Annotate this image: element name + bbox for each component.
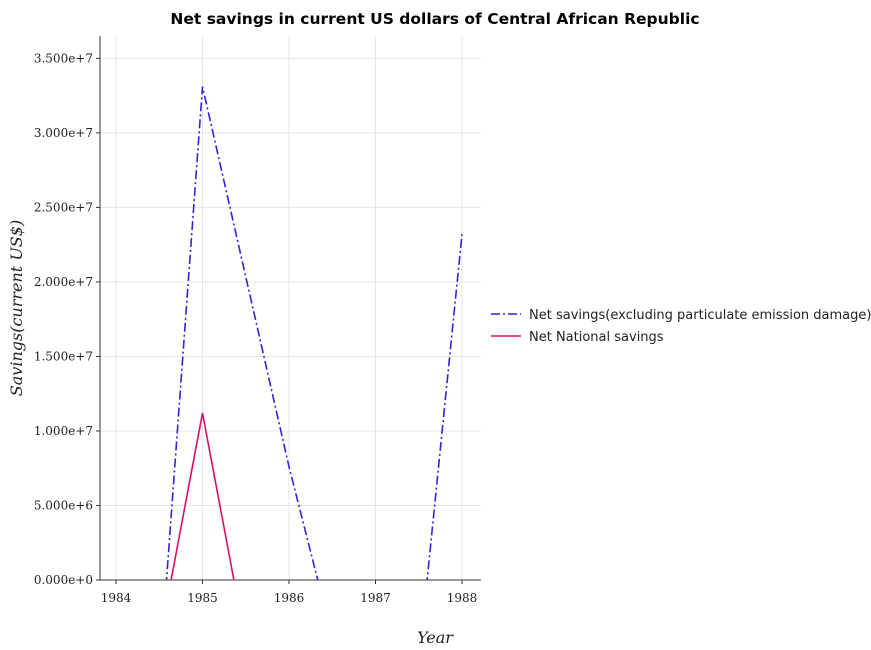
y-tick-label: 2.000e+7 bbox=[34, 275, 93, 289]
y-tick-label: 5.000e+6 bbox=[34, 498, 93, 512]
x-tick-label: 1987 bbox=[360, 591, 391, 605]
x-tick-label: 1988 bbox=[447, 591, 478, 605]
series-line-1 bbox=[170, 412, 235, 580]
y-tick-label: 1.500e+7 bbox=[34, 349, 93, 363]
y-tick-label: 0.000e+0 bbox=[34, 573, 93, 587]
y-tick-label: 3.000e+7 bbox=[34, 126, 93, 140]
x-tick-label: 1985 bbox=[187, 591, 218, 605]
y-tick-label: 1.000e+7 bbox=[34, 424, 93, 438]
y-tick-label: 2.500e+7 bbox=[34, 200, 93, 214]
series-lines bbox=[165, 86, 463, 580]
series-line-0 bbox=[165, 86, 463, 580]
x-tick-label: 1984 bbox=[101, 591, 132, 605]
x-tick-label: 1986 bbox=[274, 591, 305, 605]
y-axis-label: Savings(current US$) bbox=[7, 220, 26, 396]
legend-label: Net National savings bbox=[529, 330, 664, 345]
x-axis-label: Year bbox=[417, 628, 454, 647]
axes: 0.000e+0 5.000e+6 1.000e+7 1.500e+7 2.000e+7… bbox=[34, 36, 481, 605]
grid bbox=[100, 36, 481, 581]
chart-title: Net savings in current US dollars of Cen… bbox=[170, 10, 699, 28]
y-tick-label: 3.500e+7 bbox=[34, 51, 93, 65]
legend-label: Net savings(excluding particulate emissi… bbox=[529, 308, 871, 323]
legend: Net savings(excluding particulate emissi… bbox=[491, 308, 871, 345]
